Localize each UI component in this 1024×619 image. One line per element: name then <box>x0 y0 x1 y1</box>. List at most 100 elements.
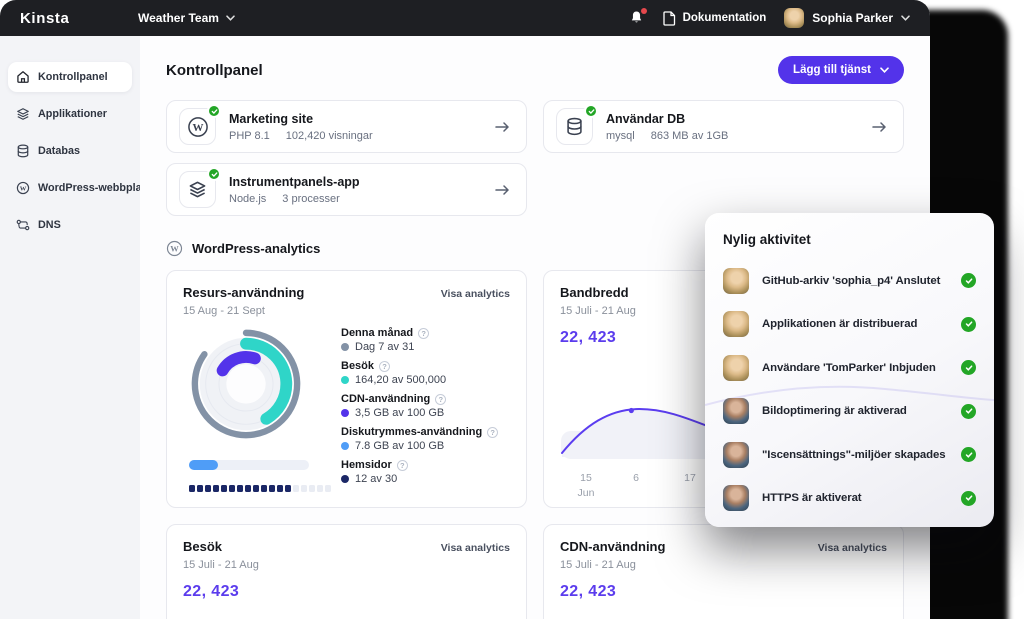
user-name: Sophia Parker <box>812 11 893 25</box>
service-name: Användar DB <box>606 111 686 126</box>
bandwidth-value: 22, 423 <box>560 329 617 346</box>
service-runtime: PHP 8.1 <box>229 129 270 142</box>
sidebar-item-dns[interactable]: DNS <box>8 210 132 240</box>
database-icon <box>17 144 29 158</box>
help-icon[interactable]: ? <box>418 327 430 339</box>
x-tick: 15 <box>580 472 592 484</box>
sidebar-item-label: Kontrollpanel <box>38 71 108 83</box>
disk-usage-progress-fill <box>189 460 218 470</box>
visits-card: Besök Visa analytics 15 Juli - 21 Aug 22… <box>166 524 527 619</box>
x-tick: 17 <box>684 472 696 484</box>
layers-icon <box>189 181 206 198</box>
card-title: Besök <box>183 539 223 554</box>
visits-value: 22, 423 <box>183 583 240 600</box>
service-runtime: mysql <box>606 129 635 142</box>
check-circle-icon <box>961 403 976 419</box>
status-ok-badge <box>207 104 221 118</box>
legend-label: Diskutrymmes-användning <box>341 426 483 438</box>
resource-usage-card: Resurs-användning Visa analytics 15 Aug … <box>166 270 527 508</box>
database-icon <box>567 117 582 136</box>
activity-text: Användare 'TomParker' Inbjuden <box>762 361 936 374</box>
avatar <box>723 485 749 512</box>
team-selector[interactable]: Weather Team <box>138 11 235 25</box>
avatar <box>784 8 805 28</box>
service-cards: W Marketing site PHP 8.1 102,420 visning… <box>166 100 904 216</box>
notification-dot <box>640 8 647 14</box>
arrow-right-icon <box>495 184 509 195</box>
chevron-down-icon <box>901 15 910 21</box>
homepages-usage-dots <box>189 485 341 492</box>
help-icon[interactable]: ? <box>435 393 447 405</box>
status-ok-badge <box>207 167 221 181</box>
add-service-button[interactable]: Lägg till tjänst <box>778 56 904 84</box>
activity-text: HTTPS är aktiverat <box>762 492 862 505</box>
arrow-right-icon <box>495 121 509 132</box>
service-card-marketing-site[interactable]: W Marketing site PHP 8.1 102,420 visning… <box>166 100 527 153</box>
service-icon-box <box>556 104 598 145</box>
sidebar-item-label: Databas <box>38 145 81 157</box>
legend-dot <box>341 343 349 351</box>
legend-dot <box>341 442 349 450</box>
activity-text: Bildoptimering är aktiverad <box>762 405 907 418</box>
activity-item: GitHub-arkiv 'sophia_p4' Anslutet <box>723 259 976 303</box>
legend-value: Dag 7 av 31 <box>355 341 415 353</box>
legend-dot <box>341 475 349 483</box>
activity-text: Applikationen är distribuerad <box>762 318 918 331</box>
top-bar: Kinsta Weather Team Dokumentation Sophia… <box>0 0 930 36</box>
notifications-bell-icon[interactable] <box>629 8 647 26</box>
visa-analytics-link[interactable]: Visa analytics <box>440 542 510 554</box>
help-icon[interactable]: ? <box>379 360 391 372</box>
visa-analytics-link[interactable]: Visa analytics <box>440 288 510 300</box>
service-icon-box: W <box>179 104 221 145</box>
wordpress-analytics-section-header: W WordPress-analytics <box>166 240 904 257</box>
document-icon <box>662 10 675 26</box>
recent-activity-panel: Nylig aktivitet GitHub-arkiv 'sophia_p4'… <box>705 213 994 527</box>
legend-label: Besök <box>341 360 375 372</box>
service-stat: 3 processer <box>282 192 340 205</box>
legend-item: Denna månad? Dag 7 av 31 <box>341 327 510 354</box>
svg-text:W: W <box>170 243 179 253</box>
sidebar-item-kontrollpanel[interactable]: Kontrollpanel <box>8 62 132 92</box>
legend-value: 12 av 30 <box>355 473 398 485</box>
sidebar-item-label: DNS <box>38 219 61 231</box>
visa-analytics-link[interactable]: Visa analytics <box>817 542 887 554</box>
disk-usage-progress-bar <box>189 460 309 470</box>
section-title: WordPress-analytics <box>192 241 321 256</box>
user-menu[interactable]: Sophia Parker <box>784 8 910 28</box>
help-icon[interactable]: ? <box>487 426 499 438</box>
chevron-down-icon <box>880 67 889 73</box>
sidebar-item-databas[interactable]: Databas <box>8 136 132 166</box>
resource-legend: Denna månad? Dag 7 av 31 Besök? 164,20 a… <box>341 325 510 492</box>
service-icon-box <box>179 167 221 208</box>
dns-icon <box>16 219 30 231</box>
legend-dot <box>341 409 349 417</box>
service-card-instrumentpanels-app[interactable]: Instrumentpanels-app Node.js 3 processer <box>166 163 527 216</box>
documentation-link[interactable]: Dokumentation <box>662 10 766 26</box>
avatar <box>723 354 749 381</box>
wordpress-icon: W <box>16 181 30 195</box>
service-card-anvandar-db[interactable]: Användar DB mysql 863 MB av 1GB <box>543 100 904 153</box>
kinsta-logo: Kinsta <box>20 9 70 27</box>
sidebar-item-wordpress-webbplatser[interactable]: W WordPress-webbplatser <box>8 173 161 203</box>
activity-item: "Iscensättnings"-miljöer skapades <box>723 433 976 477</box>
chevron-down-icon <box>226 15 235 21</box>
activity-text: "Iscensättnings"-miljöer skapades <box>762 448 946 461</box>
wordpress-icon: W <box>187 116 208 137</box>
date-range: 15 Juli - 21 Aug <box>560 305 636 317</box>
legend-label: Denna månad <box>341 327 414 339</box>
ghost-chart-line <box>705 385 994 406</box>
legend-value: 3,5 GB av 100 GB <box>355 407 445 419</box>
x-tick: 6 <box>633 472 639 484</box>
legend-value: 7.8 GB av 100 GB <box>355 440 445 452</box>
sidebar-item-applikationer[interactable]: Applikationer <box>8 99 132 129</box>
service-stat: 863 MB av 1GB <box>650 129 729 142</box>
card-title: CDN-användning <box>560 539 666 554</box>
sidebar-item-label: Applikationer <box>38 108 107 120</box>
avatar <box>723 267 749 294</box>
sidebar: Kontrollpanel Applikationer Databas W Wo… <box>0 36 161 619</box>
check-circle-icon <box>961 316 976 332</box>
activity-item: Användare 'TomParker' Inbjuden <box>723 346 976 390</box>
help-icon[interactable]: ? <box>396 459 408 471</box>
check-circle-icon <box>961 490 976 506</box>
